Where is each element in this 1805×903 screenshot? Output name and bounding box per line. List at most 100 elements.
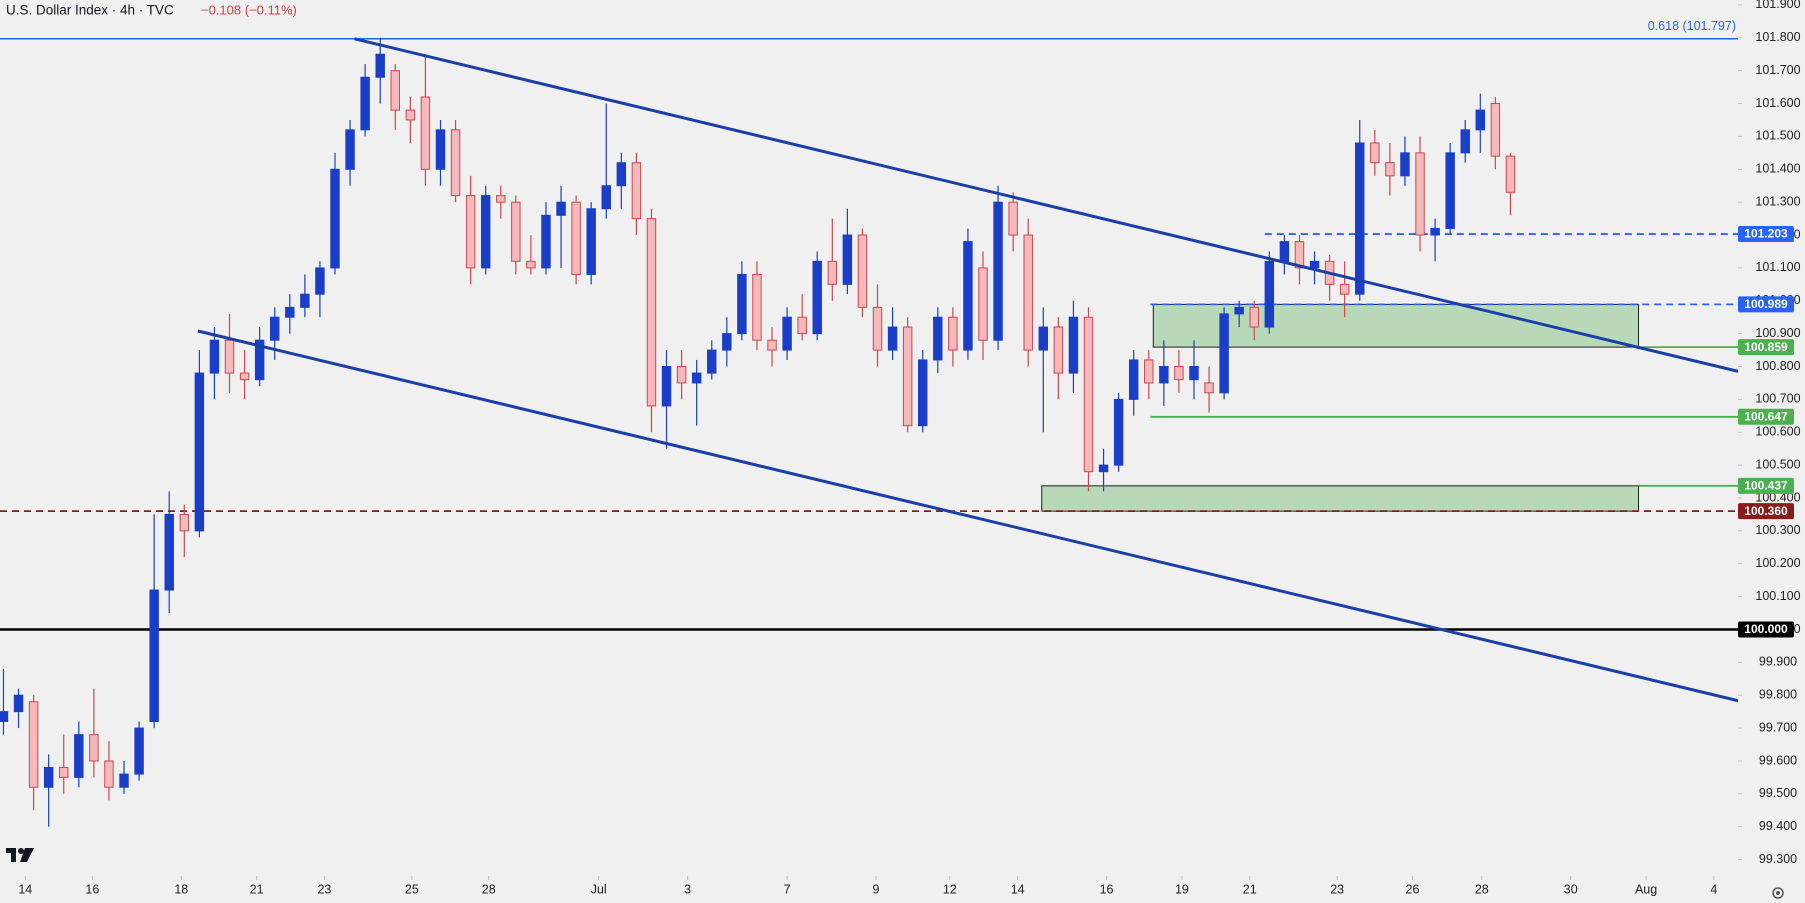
y-tick-label: 101.100: [1755, 260, 1800, 274]
price-level-box: [1738, 296, 1794, 313]
candle-body: [1144, 359, 1154, 384]
candle-body: [375, 53, 385, 78]
candle-body: [691, 372, 702, 384]
price-level-label: 100.360: [1744, 504, 1788, 518]
y-tick-label: 99.700: [1759, 720, 1797, 734]
candle-body: [857, 234, 868, 308]
tradingview-logo: [6, 848, 34, 862]
y-tick-label: 100.200: [1755, 556, 1800, 570]
candle-body: [978, 267, 988, 341]
y-tick-label: 101.300: [1755, 194, 1800, 208]
candle-body: [1415, 152, 1425, 236]
candle-body: [1174, 366, 1184, 381]
y-tick-label: 99.600: [1759, 753, 1797, 767]
x-tick-label: Jul: [591, 882, 607, 896]
price-level-label: 100.989: [1744, 297, 1788, 311]
candle-body: [89, 734, 99, 762]
price-level-label: 101.203: [1744, 227, 1788, 241]
candle-body: [209, 339, 220, 374]
candle-body: [1038, 326, 1049, 351]
candle-body: [330, 168, 340, 269]
candle-body: [676, 366, 687, 384]
candle-body: [13, 694, 24, 713]
y-tick-label: 101.600: [1755, 96, 1800, 110]
candle-body: [1309, 260, 1320, 269]
x-tick-label: 26: [1406, 882, 1420, 896]
x-tick-label: 4: [1710, 882, 1717, 896]
candle-body: [571, 201, 581, 275]
candle-body: [918, 359, 928, 427]
y-tick-label: 99.400: [1759, 819, 1797, 833]
x-tick-label: 16: [85, 882, 99, 896]
candle-body: [43, 767, 54, 788]
candle-body: [420, 96, 431, 170]
candle-body: [601, 185, 611, 210]
candle-body: [28, 701, 39, 788]
candle-body: [450, 129, 461, 197]
y-tick-label: 100.500: [1755, 457, 1800, 471]
candle-body: [707, 349, 717, 374]
candle-body: [1264, 260, 1275, 328]
y-tick-label: 100.300: [1755, 523, 1800, 537]
candle-body: [1219, 313, 1229, 394]
candle-body: [119, 773, 129, 788]
support-zone: [1041, 485, 1640, 512]
y-tick-label: 99.500: [1759, 786, 1797, 800]
price-axis: 99.300 99.400 99.500 99.600 99.700 99.800 99.9…: [1738, 0, 1801, 866]
candle-body: [345, 129, 355, 170]
candle-body: [1460, 129, 1470, 154]
candle-body: [842, 234, 853, 285]
plot-area: [0, 37, 1738, 827]
candle-body: [948, 316, 958, 351]
x-tick-label: 21: [1243, 882, 1257, 896]
x-tick-label: 23: [317, 882, 331, 896]
settings-icon[interactable]: [1772, 887, 1784, 899]
candle-body: [963, 241, 973, 351]
candle-body: [1249, 306, 1259, 328]
y-tick-label: 100.800: [1755, 359, 1800, 373]
candle-body: [405, 109, 416, 121]
candle-body: [104, 760, 114, 788]
candle-body: [285, 306, 295, 318]
candle-body: [224, 339, 235, 374]
x-tick-label: 9: [873, 882, 880, 896]
candle-body: [1400, 152, 1410, 177]
candle-body: [1128, 359, 1139, 400]
candle-body: [812, 260, 822, 335]
candle-body: [300, 293, 310, 308]
candle-body: [360, 76, 370, 131]
y-tick-label: 101.700: [1755, 63, 1800, 77]
candle-body: [435, 129, 446, 170]
trend-line: [197, 329, 1738, 703]
candle-body: [752, 273, 762, 341]
price-level-label: 100.000: [1744, 622, 1788, 636]
candle-body: [270, 316, 280, 341]
y-tick-label: 100.100: [1755, 589, 1800, 603]
y-tick-label: 99.300: [1759, 852, 1797, 866]
candle-body: [0, 711, 9, 723]
y-tick-label: 101.400: [1755, 162, 1800, 176]
candle-body: [179, 513, 190, 532]
candle-body: [480, 195, 491, 269]
candle-body: [646, 218, 657, 407]
price-level-box: [1738, 226, 1794, 243]
y-tick-label: 99.800: [1759, 688, 1797, 702]
candle-body: [315, 267, 325, 295]
price-change: −0.108 (−0.11%): [201, 2, 297, 17]
candle-body: [59, 767, 69, 778]
candle-body: [1053, 326, 1064, 374]
candle-body: [149, 589, 159, 723]
y-tick-label: 100.700: [1755, 392, 1800, 406]
y-tick-label: 99.900: [1759, 655, 1797, 669]
candle-body: [164, 513, 174, 591]
price-level-label: 100.859: [1744, 340, 1788, 354]
x-tick-label: 28: [1475, 882, 1489, 896]
x-tick-label: 18: [174, 882, 188, 896]
candle-body: [797, 316, 807, 335]
candle-body: [74, 734, 84, 778]
y-tick-label: 100.900: [1755, 326, 1800, 340]
candle-body: [993, 201, 1003, 341]
candle-body: [827, 260, 838, 285]
x-tick-label: 23: [1330, 882, 1344, 896]
